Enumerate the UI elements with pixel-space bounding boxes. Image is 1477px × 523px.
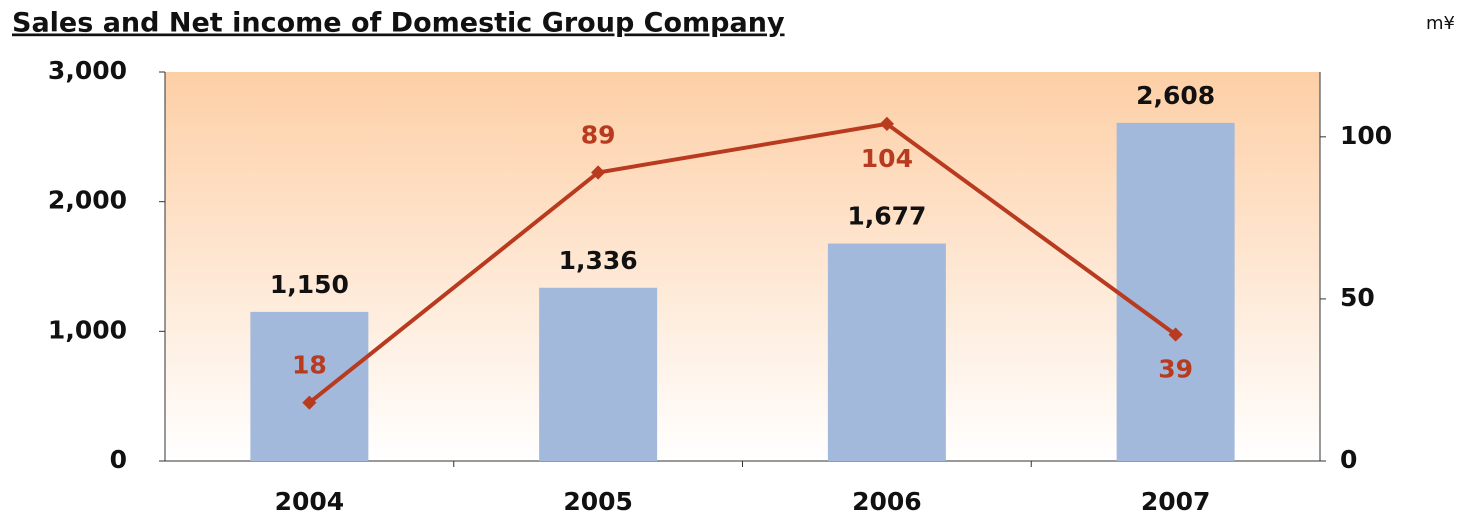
x-tick-label: 2005 xyxy=(563,487,633,516)
line xyxy=(308,121,1177,405)
y-tick-label: 0 xyxy=(110,445,127,474)
y-tick-label: 2,000 xyxy=(48,186,127,215)
bar-value-label: 1,336 xyxy=(559,246,638,275)
bar xyxy=(250,311,369,461)
y2-tick-label: 50 xyxy=(1340,283,1375,312)
bar-value-label: 1,150 xyxy=(270,270,349,299)
bar-value-label: 2,608 xyxy=(1136,81,1215,110)
bar xyxy=(827,243,946,461)
x-tick-label: 2006 xyxy=(852,487,922,516)
line-marker xyxy=(879,116,894,131)
y-tick-label: 1,000 xyxy=(48,315,127,344)
line-value-label: 89 xyxy=(581,120,616,149)
unit-label: m¥ xyxy=(1426,13,1455,34)
bar xyxy=(1116,122,1235,461)
x-tick-label: 2007 xyxy=(1141,487,1211,516)
chart-title: Sales and Net income of Domestic Group C… xyxy=(12,8,785,39)
bar xyxy=(539,287,658,461)
bar-value-label: 1,677 xyxy=(847,202,926,231)
y-tick-label: 3,000 xyxy=(48,56,127,85)
line-value-label: 39 xyxy=(1158,355,1193,384)
y2-tick-label: 0 xyxy=(1340,445,1357,474)
x-tick-label: 2004 xyxy=(275,487,345,516)
line-value-label: 18 xyxy=(292,351,327,380)
line-value-label: 104 xyxy=(861,144,913,173)
line-marker xyxy=(591,165,606,180)
y2-tick-label: 100 xyxy=(1340,121,1392,150)
line-marker xyxy=(302,395,317,410)
line-marker xyxy=(1168,327,1183,342)
